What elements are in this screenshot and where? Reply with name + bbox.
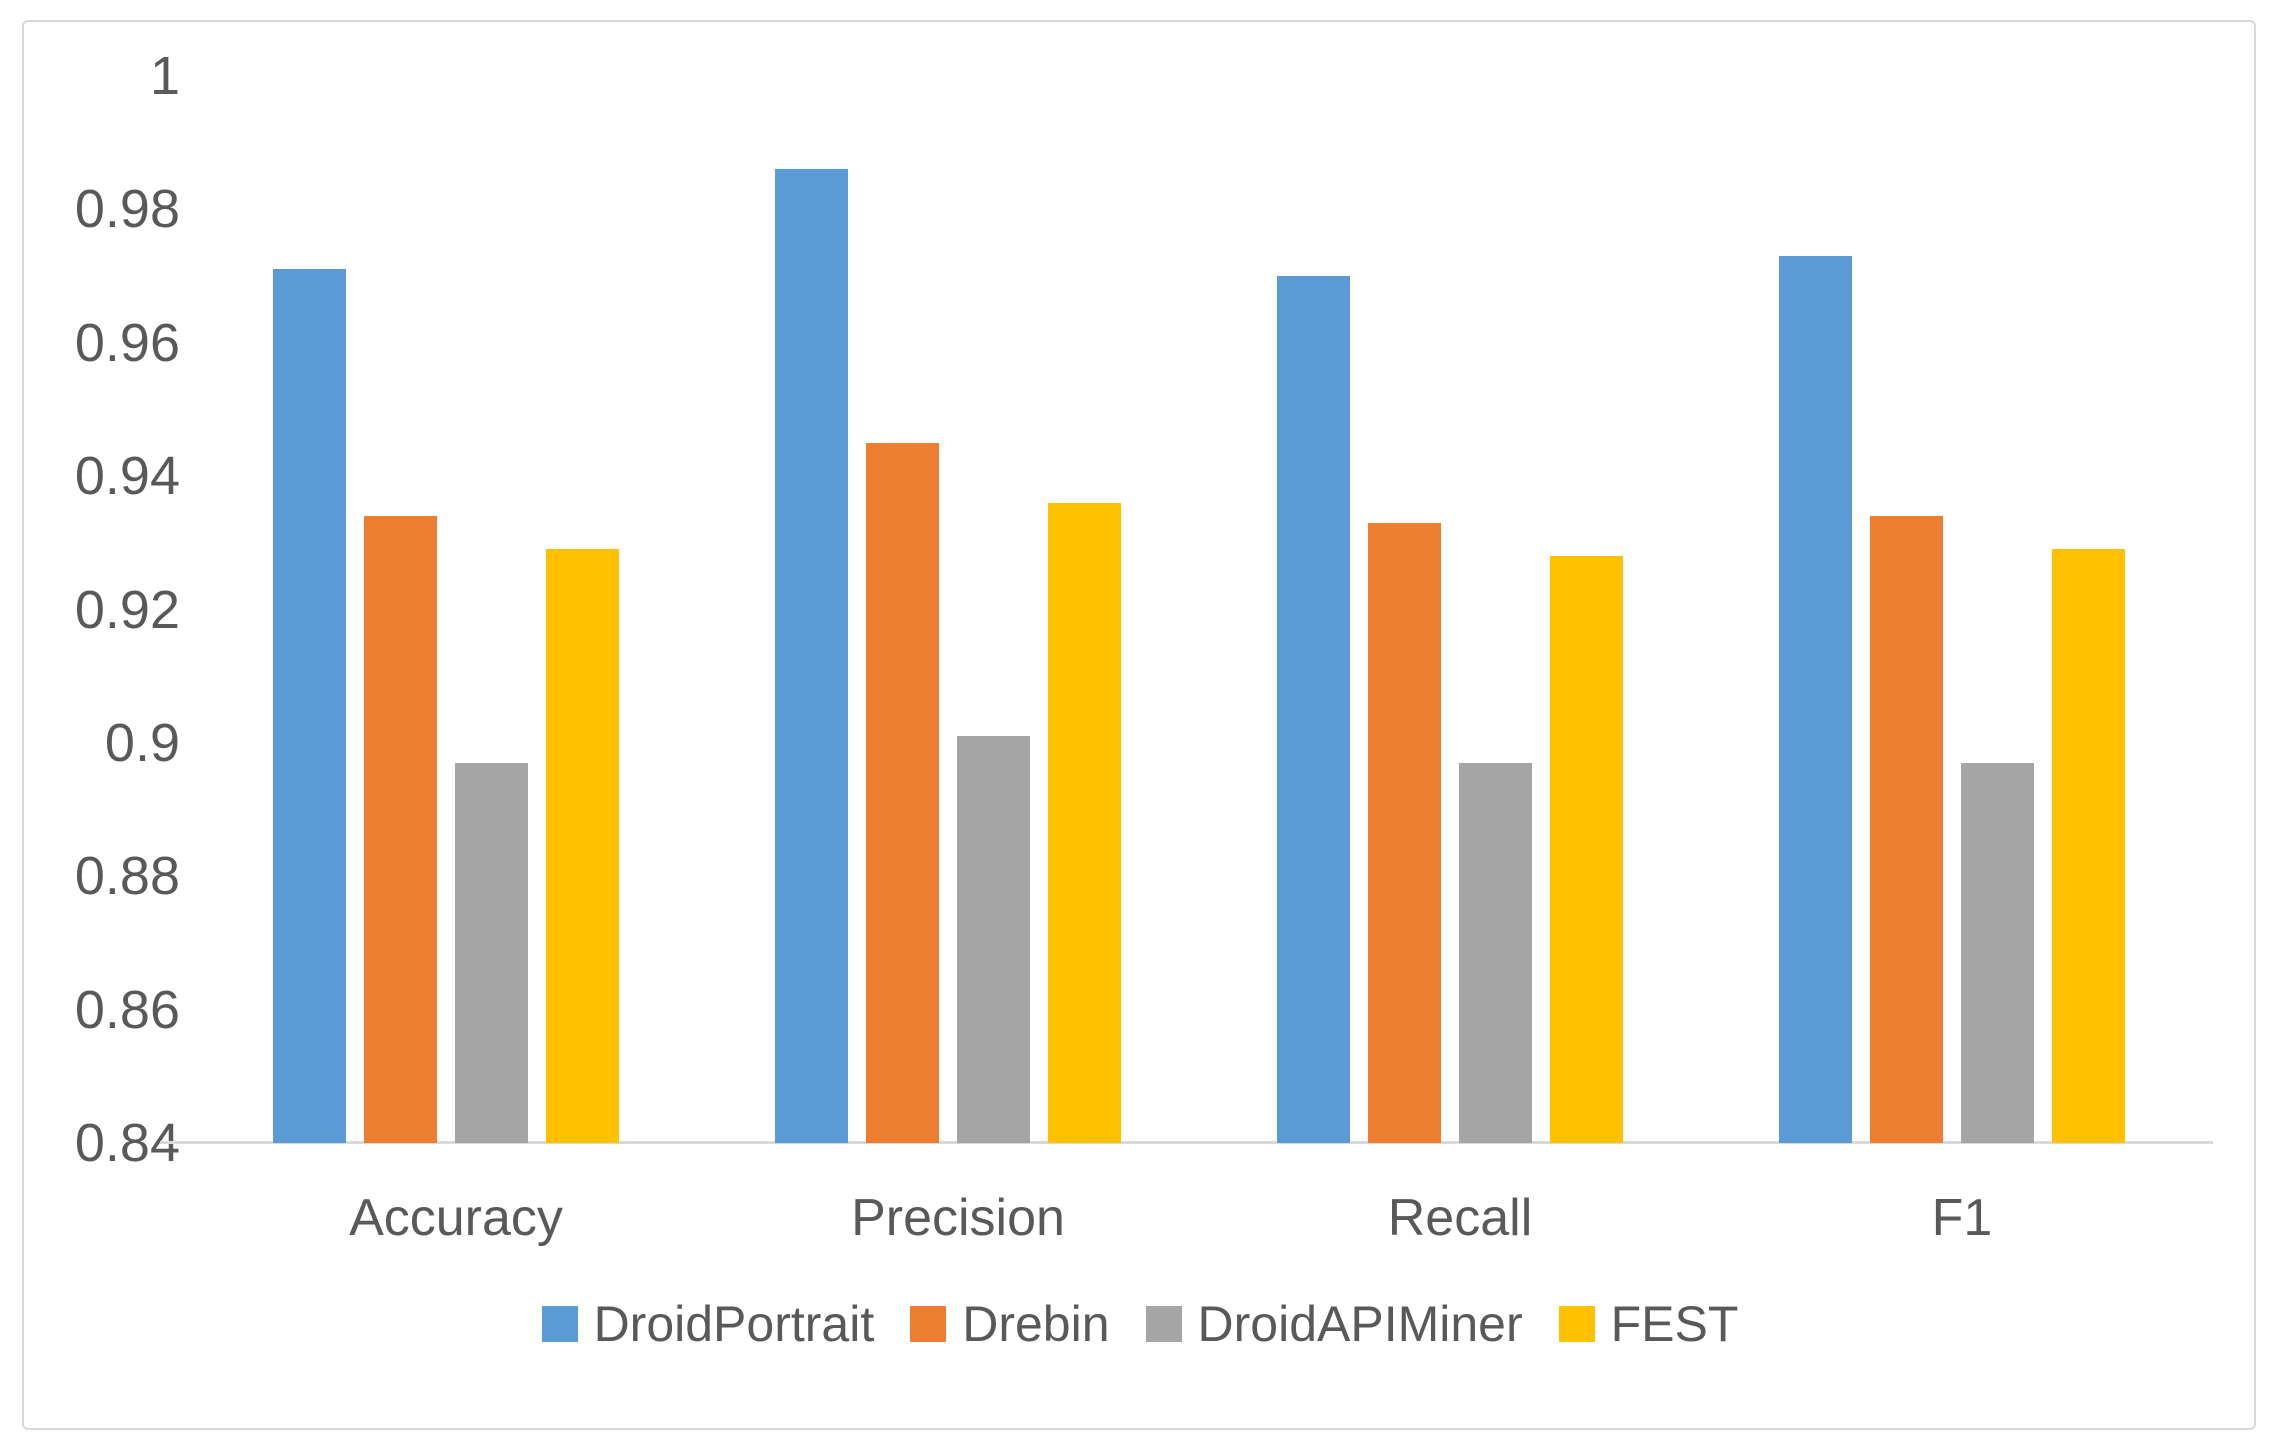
y-axis-tick-label: 0.88 bbox=[74, 846, 180, 907]
y-axis-tick-label: 0.96 bbox=[74, 312, 180, 373]
legend-swatch-icon bbox=[1558, 1306, 1595, 1342]
x-axis-category-label: Precision bbox=[851, 1189, 1065, 1247]
bar-droidportrait-recall bbox=[1277, 276, 1350, 1143]
x-axis-line bbox=[160, 1141, 2213, 1144]
bar-droidportrait-f1 bbox=[1779, 256, 1852, 1143]
bar-fest-f1 bbox=[2052, 549, 2125, 1143]
bar-droidapiminer-accuracy bbox=[455, 762, 528, 1143]
y-axis-tick-label: 0.86 bbox=[74, 979, 180, 1040]
y-axis-tick-label: 0.92 bbox=[74, 579, 180, 640]
y-axis-tick-label: 0.98 bbox=[74, 179, 180, 240]
bar-fest-precision bbox=[1048, 502, 1121, 1143]
legend: DroidPortrait Drebin DroidAPIMiner FEST bbox=[0, 1292, 2280, 1356]
legend-swatch-icon bbox=[1145, 1306, 1182, 1342]
legend-label: DroidPortrait bbox=[593, 1296, 875, 1352]
legend-item-drebin: Drebin bbox=[910, 1296, 1110, 1352]
bar-drebin-f1 bbox=[1870, 516, 1943, 1143]
legend-item-droidportrait: DroidPortrait bbox=[541, 1296, 875, 1352]
legend-swatch-icon bbox=[541, 1306, 578, 1342]
legend-swatch-icon bbox=[910, 1306, 947, 1342]
legend-label: Drebin bbox=[962, 1296, 1110, 1352]
legend-item-droidapiminer: DroidAPIMiner bbox=[1145, 1296, 1523, 1352]
x-axis-category-label: F1 bbox=[1931, 1189, 1993, 1247]
bar-fest-recall bbox=[1550, 556, 1623, 1143]
bar-drebin-recall bbox=[1368, 522, 1441, 1143]
bar-droidapiminer-recall bbox=[1459, 762, 1532, 1143]
bar-droidportrait-precision bbox=[775, 169, 848, 1143]
y-axis-tick-label: 0.84 bbox=[74, 1113, 180, 1173]
y-axis-tick-label: 0.9 bbox=[104, 712, 180, 773]
bar-fest-accuracy bbox=[546, 549, 619, 1143]
bar-droidapiminer-precision bbox=[957, 736, 1030, 1143]
x-axis-category-label: Accuracy bbox=[349, 1189, 563, 1247]
legend-item-fest: FEST bbox=[1558, 1296, 1739, 1352]
legend-label: FEST bbox=[1610, 1296, 1739, 1352]
legend-label: DroidAPIMiner bbox=[1197, 1296, 1523, 1352]
bar-drebin-accuracy bbox=[364, 516, 437, 1143]
bar-drebin-precision bbox=[866, 442, 939, 1143]
y-axis-tick-label: 0.94 bbox=[74, 446, 180, 507]
x-axis-category-label: Recall bbox=[1387, 1189, 1533, 1247]
bar-droidportrait-accuracy bbox=[273, 269, 346, 1143]
y-axis-tick-label: 1 bbox=[149, 46, 180, 106]
bar-droidapiminer-f1 bbox=[1961, 762, 2034, 1143]
